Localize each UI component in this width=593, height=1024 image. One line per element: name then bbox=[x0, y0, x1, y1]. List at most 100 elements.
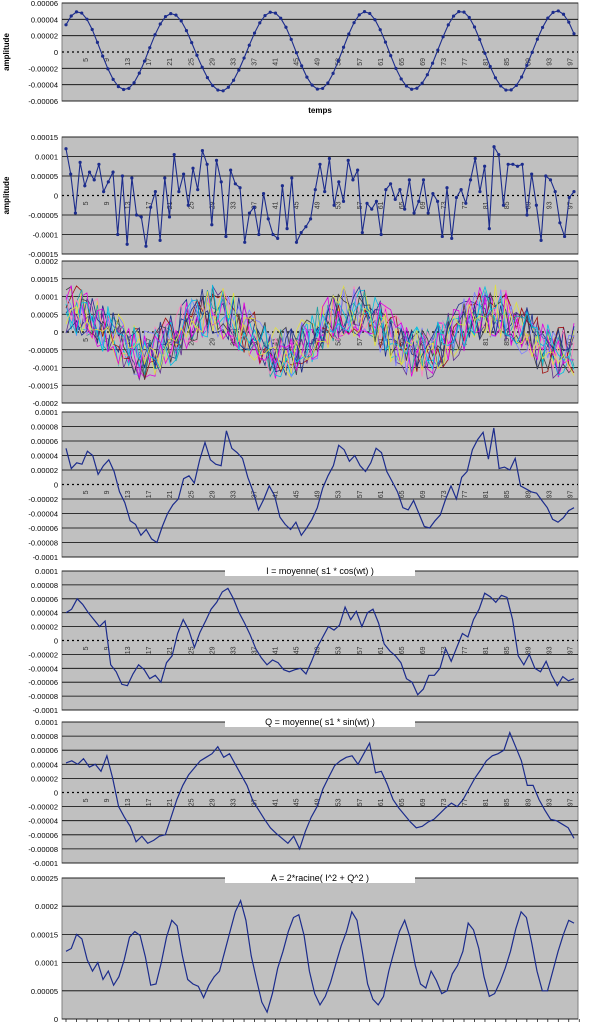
x-tick-label: 65 bbox=[399, 201, 406, 209]
chart-p1: 0.00006 0.00004 0.00002 0 -0.00002 -0.00004 -0… bbox=[2, 0, 579, 115]
data-point bbox=[184, 29, 189, 33]
data-point bbox=[116, 85, 120, 89]
data-point bbox=[504, 88, 508, 92]
data-point bbox=[501, 203, 506, 207]
y-tick-label: 0.00015 bbox=[31, 930, 58, 939]
data-point bbox=[318, 162, 322, 166]
data-point bbox=[247, 43, 251, 47]
x-tick-label: 29 bbox=[209, 58, 216, 66]
x-tick-label: 45 bbox=[294, 338, 301, 346]
data-point bbox=[153, 190, 157, 194]
x-tick-label: 93 bbox=[546, 201, 553, 209]
x-tick-label: 33 bbox=[230, 646, 237, 654]
data-point bbox=[553, 190, 557, 194]
data-point bbox=[351, 178, 355, 182]
x-tick-label: 53 bbox=[336, 646, 343, 654]
x-tick-label: 9 bbox=[104, 798, 111, 802]
y-tick-label: 0.00006 bbox=[31, 437, 58, 446]
data-point bbox=[279, 16, 283, 20]
data-point bbox=[417, 199, 421, 203]
data-point bbox=[191, 166, 195, 170]
data-point bbox=[257, 232, 261, 237]
x-tick-label: 57 bbox=[357, 646, 364, 654]
data-point bbox=[483, 164, 487, 168]
y-tick-label: 0.00008 bbox=[31, 732, 58, 741]
data-point bbox=[323, 190, 327, 194]
y-tick-label: 0 bbox=[54, 789, 58, 798]
data-point bbox=[515, 164, 520, 168]
chart-p5: 0.0001 0.00008 0.00006 0.00004 0.00002 0 -0.00… bbox=[28, 565, 579, 715]
data-point bbox=[243, 240, 247, 244]
x-tick-label: 57 bbox=[357, 798, 364, 806]
x-tick-label: 53 bbox=[336, 798, 343, 806]
x-tick-label: 49 bbox=[315, 58, 322, 66]
data-point bbox=[211, 83, 215, 88]
series-line-13 bbox=[65, 284, 575, 376]
data-point bbox=[561, 12, 566, 16]
y-tick-label: -0.00004 bbox=[28, 81, 58, 90]
chart-title: A = 2*racine( I^2 + Q^2 ) bbox=[271, 873, 369, 883]
data-point bbox=[326, 81, 330, 85]
data-point bbox=[373, 18, 377, 22]
data-point bbox=[454, 195, 459, 200]
x-tick-label: 37 bbox=[251, 338, 258, 346]
data-point bbox=[127, 86, 131, 90]
data-point bbox=[85, 17, 89, 21]
data-point bbox=[196, 188, 200, 192]
y-tick-label: 0.00005 bbox=[31, 310, 58, 319]
y-tick-label: 0.0001 bbox=[35, 408, 58, 417]
data-point bbox=[487, 227, 491, 231]
data-point bbox=[101, 54, 105, 58]
data-point bbox=[379, 232, 383, 237]
data-point bbox=[258, 21, 262, 25]
data-point bbox=[200, 149, 205, 153]
plot-area bbox=[61, 411, 579, 558]
data-point bbox=[530, 172, 534, 176]
data-point bbox=[511, 162, 515, 166]
data-point bbox=[440, 234, 444, 239]
chart-p3: 0.0002 0.00015 0.0001 0.00005 0 -0.00005 -0.00… bbox=[28, 258, 579, 407]
chart-p7: 0.00025 0.0002 0.00015 0.0001 0.00005 0 A = 2*… bbox=[31, 872, 580, 1024]
data-point bbox=[472, 25, 477, 29]
x-tick-label: 29 bbox=[209, 338, 216, 346]
data-point bbox=[383, 40, 388, 44]
x-tick-label: 45 bbox=[294, 58, 301, 66]
y-tick-label: 0 bbox=[54, 192, 58, 201]
x-tick-label: 9 bbox=[104, 646, 111, 650]
data-point bbox=[210, 223, 214, 227]
x-tick-label: 45 bbox=[294, 798, 301, 806]
y-tick-label: 0 bbox=[54, 481, 58, 490]
x-tick-label: 25 bbox=[188, 798, 195, 806]
y-tick-label: 0.00006 bbox=[31, 595, 58, 604]
data-point bbox=[394, 66, 398, 71]
data-point bbox=[514, 83, 518, 88]
data-point bbox=[556, 9, 560, 13]
y-tick-label: 0.00002 bbox=[31, 623, 58, 632]
data-point bbox=[97, 162, 101, 166]
data-point bbox=[567, 20, 571, 24]
data-point bbox=[346, 158, 350, 162]
x-tick-label: 25 bbox=[188, 338, 195, 346]
data-point bbox=[64, 23, 68, 27]
data-point bbox=[308, 217, 313, 221]
data-point bbox=[468, 178, 473, 182]
data-point bbox=[172, 152, 176, 157]
x-tick-label: 25 bbox=[188, 490, 195, 498]
y-tick-label: 0.00004 bbox=[31, 15, 58, 24]
data-point bbox=[229, 168, 233, 172]
data-point bbox=[87, 170, 92, 174]
data-point bbox=[132, 81, 136, 85]
x-tick-label: 17 bbox=[146, 646, 153, 654]
data-point bbox=[483, 51, 487, 55]
data-point bbox=[567, 195, 571, 200]
y-tick-label: -0.00004 bbox=[28, 817, 58, 826]
data-point bbox=[352, 21, 356, 25]
data-point bbox=[558, 221, 562, 225]
x-tick-label: 33 bbox=[230, 490, 237, 498]
y-axis-label: amplitude bbox=[2, 176, 11, 214]
x-tick-label: 81 bbox=[483, 201, 490, 209]
data-point bbox=[177, 190, 181, 194]
y-tick-label: 0 bbox=[54, 637, 58, 646]
series-line bbox=[65, 898, 575, 1014]
data-point bbox=[546, 16, 550, 20]
